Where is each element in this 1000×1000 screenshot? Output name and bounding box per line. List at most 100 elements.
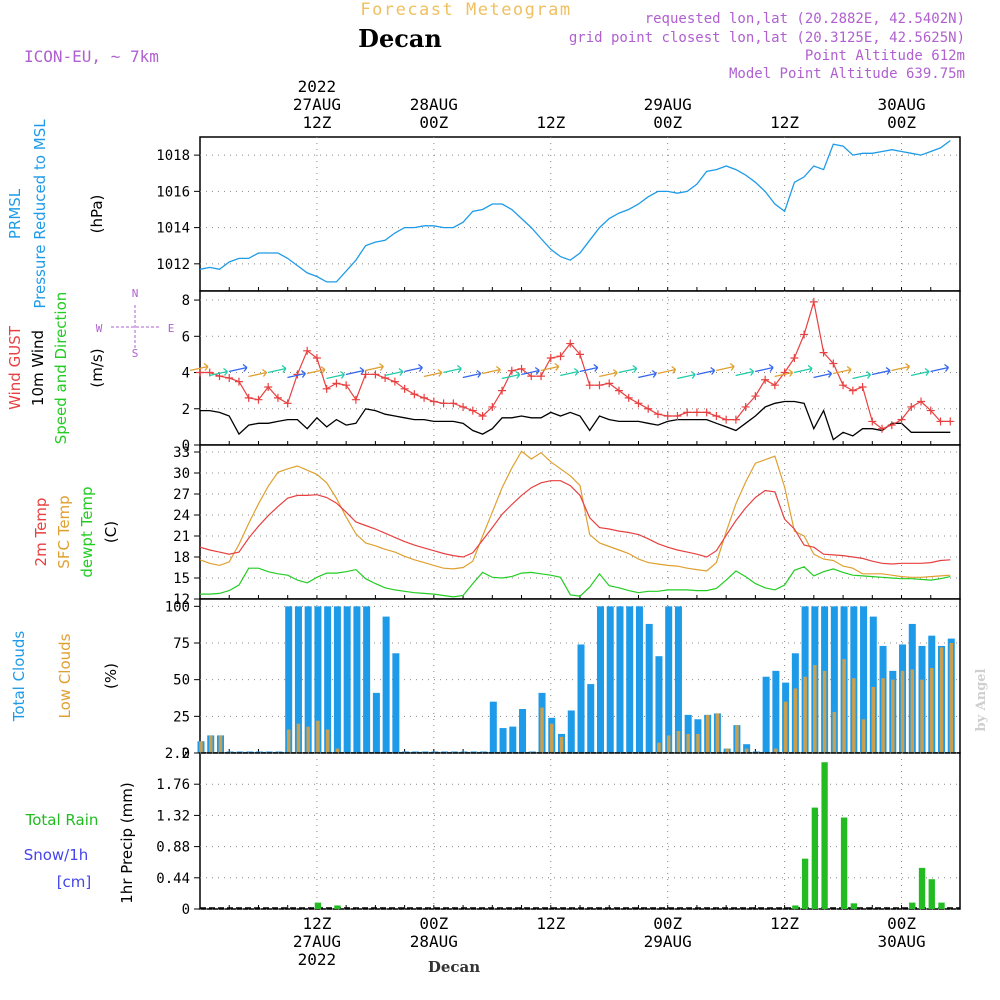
gust-marker (809, 297, 818, 306)
low-cloud-bar (861, 719, 866, 753)
low-cloud-bar (735, 725, 739, 753)
gust-marker (507, 366, 516, 375)
total-cloud-bar (772, 670, 780, 753)
ylabel-prmsl: PRMSL (6, 188, 24, 239)
low-cloud-bar (920, 679, 924, 753)
low-cloud-bar (705, 714, 710, 753)
ytick-label: 12 (173, 592, 190, 608)
wind-direction-arrow (560, 368, 579, 377)
gust-marker (712, 412, 721, 421)
total-cloud-bar (363, 606, 371, 753)
low-cloud-bar (822, 670, 827, 753)
ytick-label: 25 (173, 709, 190, 725)
wind-direction-arrow (365, 363, 384, 372)
wind-direction-arrow (930, 364, 950, 373)
label-total-rain: Total Rain (25, 811, 99, 829)
gust-marker (761, 375, 770, 384)
total-cloud-bar (665, 606, 673, 753)
time-label-top: 00Z (419, 113, 448, 132)
total-cloud-bar (606, 606, 614, 753)
total-cloud-bar (285, 606, 293, 753)
rain-bar (792, 905, 799, 909)
total-cloud-bar (616, 606, 624, 753)
total-cloud-bar (626, 606, 634, 753)
gust-marker (254, 395, 263, 404)
total-cloud-bar (294, 606, 302, 753)
rain-bar (938, 902, 945, 909)
ylabel-ms: (m/s) (88, 348, 106, 387)
ytick-label: 0 (182, 438, 190, 454)
ylabel-hpa: (hPa) (88, 195, 106, 234)
time-label-bottom: 12Z (770, 914, 799, 933)
ylabel-gust: Wind GUST (6, 325, 24, 410)
time-label-bottom: 27AUG (293, 932, 341, 951)
low-cloud-bar (949, 643, 954, 753)
time-label-top: 28AUG (410, 95, 458, 114)
ytick-label: 27 (173, 487, 190, 503)
wind-direction-arrow (521, 367, 540, 376)
wind-direction-arrow (267, 365, 287, 374)
gust-marker (634, 399, 643, 408)
gust-marker (907, 402, 916, 411)
gust-marker (332, 379, 341, 388)
total-cloud-bar (392, 653, 400, 753)
wind-direction-arrow (754, 364, 774, 373)
wind-direction-arrow (540, 363, 560, 372)
total-cloud-bar (762, 676, 770, 753)
gust-marker (566, 339, 575, 348)
wind-direction-arrow (677, 371, 696, 380)
gust-marker (488, 402, 497, 411)
gust-marker (722, 415, 731, 424)
panel-pressure: 1012 1014 1016 1018 PRMSL Pressure Reduced to… (6, 119, 961, 309)
gust-marker (673, 412, 682, 421)
low-cloud-bar (550, 723, 554, 753)
gust-marker (751, 392, 760, 401)
wind-direction-arrow (813, 370, 833, 379)
gust-marker (459, 402, 468, 411)
ylabel-precip-mm: 1hr Precip (mm) (118, 782, 136, 903)
low-cloud-bar (208, 735, 213, 753)
low-cloud-bar (744, 748, 749, 753)
ylabel-wind10m: 10m Wind (29, 330, 47, 406)
total-cloud-bar (304, 606, 312, 753)
ytick-label: 1.32 (156, 808, 190, 824)
gust-marker (614, 386, 623, 395)
wind-direction-arrow (852, 371, 872, 380)
gust-marker (371, 370, 380, 379)
panel-temperature: 12 15 18 21 24 27 30 33 2m Temp SFC Temp dewpt Tem… (32, 444, 961, 608)
gust-marker (498, 386, 507, 395)
total-cloud-bar (382, 616, 390, 753)
wind-direction-arrow (482, 366, 501, 375)
time-label-bottom: 00Z (419, 914, 448, 933)
gust-marker (683, 408, 692, 417)
low-cloud-bar (696, 733, 700, 753)
gust-marker (429, 397, 438, 406)
gust-marker (605, 379, 614, 388)
total-cloud-bar (509, 726, 517, 753)
temp2m-line (199, 480, 951, 565)
rain-bar (334, 905, 341, 909)
panels: 1012 1014 1016 1018 PRMSL Pressure Reduced to… (6, 119, 961, 918)
total-cloud-bar (860, 606, 868, 753)
rain-bar (918, 867, 926, 909)
ylabel-low-clouds: Low Clouds (56, 633, 74, 718)
gust-marker (926, 406, 935, 415)
low-cloud-bar (783, 701, 788, 753)
low-cloud-bar (296, 723, 301, 753)
gust-marker (410, 390, 419, 399)
total-cloud-bar (353, 606, 361, 753)
gust-marker (731, 415, 740, 424)
time-label-bottom: 29AUG (644, 932, 692, 951)
total-cloud-bar (489, 701, 497, 753)
gust-marker (449, 399, 458, 408)
wind-direction-arrow (501, 371, 521, 380)
ytick-label: 1014 (156, 221, 190, 237)
gust-marker (537, 372, 546, 381)
rain-bar (850, 903, 857, 909)
gust-marker (819, 348, 828, 357)
gust-marker (848, 386, 857, 395)
low-cloud-bar (540, 707, 544, 753)
ytick-label: 1.76 (156, 777, 190, 793)
